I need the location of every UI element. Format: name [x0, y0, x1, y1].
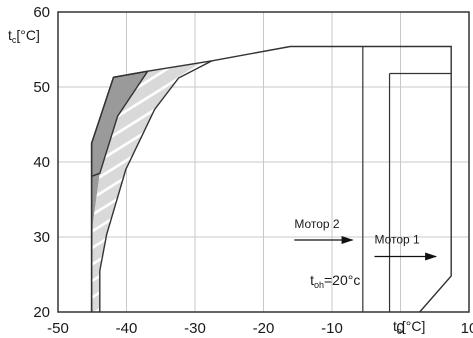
annotations: Мотор 2 Мотор 1 toh=20°c [294, 217, 438, 290]
y-axis-label-main: t [8, 27, 12, 43]
x-tick-label: -20 [253, 320, 275, 337]
region-hatched [91, 60, 213, 312]
y-tick-label: 30 [33, 229, 50, 246]
evaporation-temperature-value: =20°c [324, 272, 360, 288]
x-axis-label-unit: [°C] [402, 318, 426, 334]
evaporation-temperature-symbol: t [310, 272, 314, 288]
envelope-lines [90, 45, 452, 313]
region-boundary [99, 60, 213, 312]
x-axis-label: to[°C] [393, 318, 425, 336]
x-tick-label: 10 [461, 320, 473, 337]
motor-label: Мотор 1 [374, 233, 420, 247]
region-grey [91, 71, 148, 312]
y-tick-label: 50 [33, 79, 50, 96]
y-axis-label-unit: [°C] [16, 27, 40, 43]
region-boundary [91, 70, 149, 177]
y-tick-label: 40 [33, 154, 50, 171]
y-tick-label: 60 [33, 4, 50, 21]
evaporation-temperature-label: toh=20°c [310, 272, 360, 290]
region-boundary [90, 70, 148, 312]
x-tick-label: -10 [321, 320, 343, 337]
regions [91, 60, 213, 312]
y-tick-labels: 20 30 40 50 60 [33, 4, 50, 321]
x-tick-label: -30 [184, 320, 206, 337]
evaporation-temperature-subscript: oh [314, 280, 324, 290]
y-axis-label-sub: c [12, 35, 17, 45]
plot-frame [57, 11, 470, 313]
x-tick-label: -40 [116, 320, 138, 337]
y-axis-label: tc[°C] [8, 27, 40, 45]
x-tick-labels: -50 -40 -30 -20 -10 0 10 [47, 320, 473, 337]
y-tick-label: 20 [33, 304, 50, 321]
motor-label: Мотор 2 [294, 217, 340, 231]
x-tick-label: 0 [396, 320, 404, 337]
x-tick-label: -50 [47, 320, 69, 337]
x-axis-label-sub: o [397, 326, 402, 336]
x-axis-label-main: t [393, 318, 397, 334]
